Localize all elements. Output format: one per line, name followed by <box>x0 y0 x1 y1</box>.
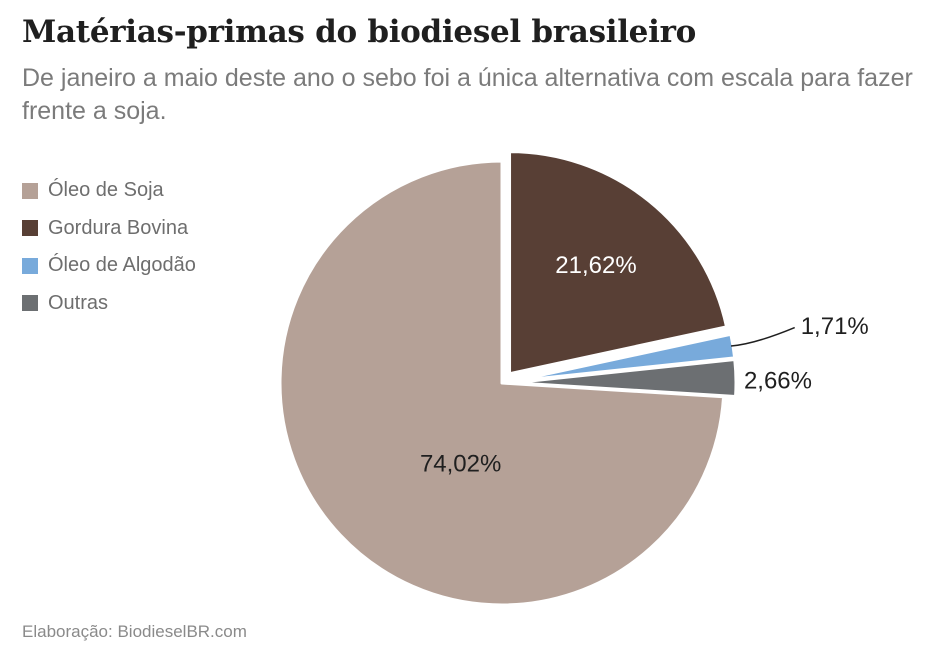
legend-swatch <box>22 220 38 237</box>
pie-slice-outras <box>512 357 738 399</box>
pie-slice-oleo-de-soja <box>278 159 726 607</box>
legend-swatch <box>22 257 38 274</box>
legend-item-oleo-de-algodao: Óleo de Algodão <box>22 247 196 285</box>
data-label-gordura-bovina: 21,62% <box>555 252 636 279</box>
leader-line-oleo-de-algodao <box>730 326 795 347</box>
source-credit: Elaboração: BiodieselBR.com <box>22 622 247 641</box>
chart-subtitle: De janeiro a maio deste ano o sebo foi a… <box>22 64 913 125</box>
legend-label: Óleo de Algodão <box>48 254 196 277</box>
legend-label: Gordura Bovina <box>48 216 189 239</box>
legend-label: Outras <box>48 291 109 314</box>
data-label-oleo-de-algodao: 1,71% <box>801 313 869 340</box>
legend-item-oleo-de-soja: Óleo de Soja <box>22 172 196 210</box>
legend-label: Óleo de Soja <box>48 179 164 202</box>
legend-item-outras: Outras <box>22 285 196 323</box>
legend-swatch <box>22 182 38 199</box>
legend-item-gordura-bovina: Gordura Bovina <box>22 210 196 248</box>
pie-slice-gordura-bovina <box>508 150 729 376</box>
legend: Óleo de Soja Gordura Bovina Óleo de Algo… <box>22 172 196 322</box>
data-label-oleo-de-soja: 74,02% <box>420 450 501 477</box>
chart-title: Matérias-primas do biodiesel brasileiro <box>22 14 696 50</box>
legend-swatch <box>22 295 38 312</box>
data-label-outras: 2,66% <box>744 367 812 394</box>
